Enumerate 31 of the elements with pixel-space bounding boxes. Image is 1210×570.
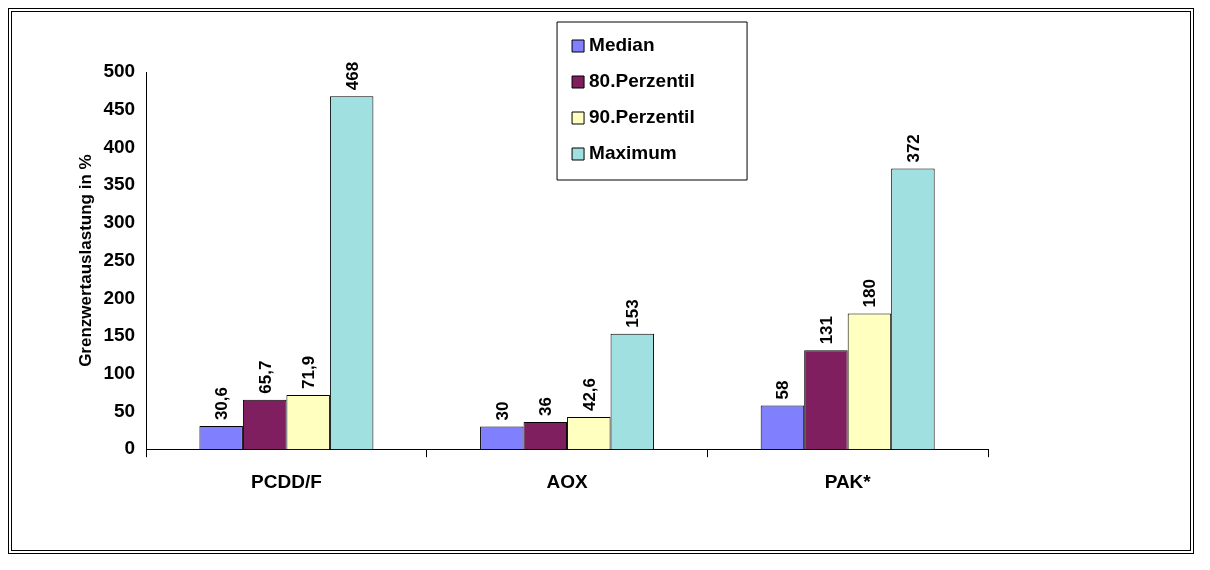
y-tick-label: 150	[103, 324, 136, 346]
y-axis-title: Grenzwertauslastung in %	[75, 154, 95, 367]
data-label: 372	[903, 134, 923, 163]
y-tick-label: 50	[113, 399, 136, 421]
y-tick-label: 300	[103, 211, 136, 233]
x-tick-label: AOX	[546, 470, 588, 492]
y-tick-label: 400	[103, 135, 136, 157]
data-label: 71,9	[299, 355, 319, 389]
y-tick-label: 0	[124, 437, 136, 459]
data-label: 58	[773, 380, 793, 400]
data-label: 30	[492, 401, 512, 421]
y-tick-label: 500	[103, 60, 136, 82]
data-label: 153	[623, 299, 643, 328]
legend-label: 90.Perzentil	[589, 106, 695, 128]
y-tick-label: 100	[103, 361, 136, 383]
data-label: 180	[860, 279, 880, 308]
y-tick-label: 350	[103, 173, 136, 195]
data-label: 36	[536, 397, 556, 417]
legend-label: Maximum	[589, 142, 677, 164]
data-label: 65,7	[255, 360, 275, 394]
legend-label: Median	[589, 34, 655, 56]
data-label: 468	[342, 61, 362, 91]
x-tick-label: PAK*	[824, 470, 872, 492]
y-tick-label: 200	[103, 286, 136, 308]
data-label: 42,6	[579, 377, 599, 412]
data-label: 131	[816, 316, 836, 345]
x-tick-label: PCDD/F	[251, 470, 322, 492]
data-label: 30,6	[212, 387, 232, 421]
legend-label: 80.Perzentil	[589, 70, 695, 92]
y-tick-label: 450	[103, 97, 136, 119]
y-tick-label: 250	[103, 248, 136, 270]
